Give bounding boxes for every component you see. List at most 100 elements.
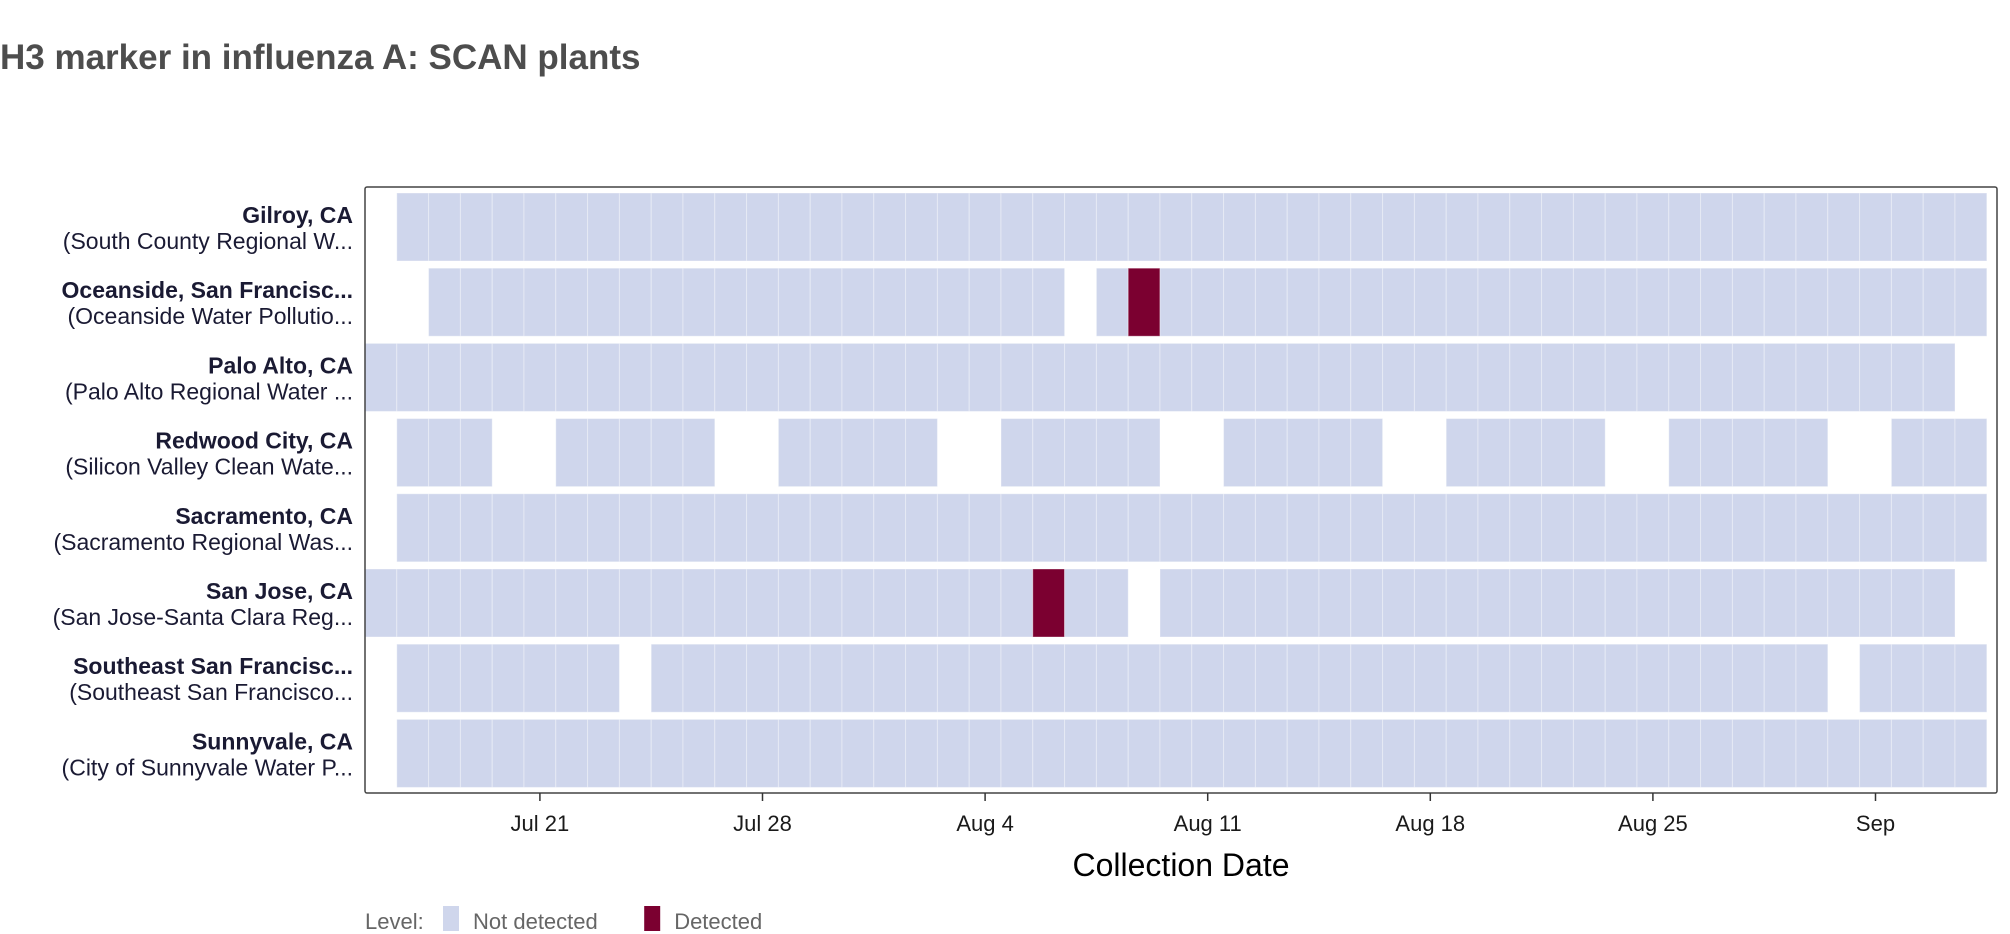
x-axis-title: Collection Date	[1073, 847, 1290, 883]
cell-not-detected	[1223, 342, 1256, 412]
cell-not-detected	[1890, 493, 1924, 563]
cell-not-detected	[1668, 643, 1702, 713]
cell-not-detected	[428, 643, 461, 713]
cell-not-detected	[1795, 342, 1829, 412]
heatmap-cells	[364, 192, 1988, 788]
cell-not-detected	[682, 568, 716, 638]
cell-not-detected	[459, 643, 493, 713]
cell-not-detected	[555, 493, 589, 563]
cell-not-detected	[1668, 267, 1702, 337]
cell-not-detected	[1159, 342, 1193, 412]
cell-not-detected	[936, 267, 970, 337]
cell-not-detected	[1795, 718, 1829, 788]
cell-not-detected	[1668, 192, 1702, 262]
cell-not-detected	[1668, 418, 1702, 488]
cell-not-detected	[1636, 568, 1670, 638]
cell-not-detected	[618, 267, 652, 337]
cell-not-detected	[1477, 267, 1511, 337]
x-axis: Jul 21 Jul 28 Aug 4 Aug 11 Aug 18 Aug 25 Sep	[511, 793, 1895, 836]
cell-not-detected	[1064, 192, 1097, 262]
cell-not-detected	[587, 342, 620, 412]
cell-not-detected	[1477, 718, 1511, 788]
cell-not-detected	[1700, 493, 1733, 563]
cell-not-detected	[905, 568, 938, 638]
cell-not-detected	[1191, 643, 1225, 713]
cell-not-detected	[555, 192, 589, 262]
cell-not-detected	[459, 192, 493, 262]
cell-not-detected	[396, 643, 430, 713]
cell-not-detected	[523, 192, 557, 262]
cell-not-detected	[459, 418, 493, 488]
cell-not-detected	[1763, 342, 1797, 412]
cell-not-detected	[1350, 192, 1384, 262]
cell-not-detected	[1572, 418, 1606, 488]
cell-not-detected	[1318, 643, 1352, 713]
cell-not-detected	[1445, 568, 1479, 638]
cell-not-detected	[682, 643, 716, 713]
cell-not-detected	[459, 267, 493, 337]
cell-not-detected	[1541, 342, 1574, 412]
cell-not-detected	[1763, 718, 1797, 788]
cell-not-detected	[1795, 418, 1829, 488]
cell-not-detected	[1191, 568, 1225, 638]
cell-not-detected	[1954, 718, 1988, 788]
cell-not-detected	[968, 718, 1002, 788]
cell-not-detected	[1223, 267, 1256, 337]
cell-not-detected	[809, 493, 843, 563]
cell-not-detected	[1827, 342, 1861, 412]
row-label-plant: (Sacramento Regional Was...	[53, 529, 353, 555]
cell-not-detected	[587, 192, 620, 262]
cell-not-detected	[1795, 267, 1829, 337]
cell-not-detected	[1127, 192, 1161, 262]
cell-not-detected	[1413, 568, 1447, 638]
cell-not-detected	[841, 718, 875, 788]
cell-not-detected	[1095, 718, 1129, 788]
cell-not-detected	[1064, 342, 1097, 412]
cell-not-detected	[777, 568, 811, 638]
cell-not-detected	[809, 267, 843, 337]
cell-not-detected	[714, 493, 748, 563]
cell-not-detected	[1636, 718, 1670, 788]
cell-not-detected	[1191, 192, 1225, 262]
cell-not-detected	[428, 718, 461, 788]
cell-not-detected	[1827, 267, 1861, 337]
cell-not-detected	[1445, 267, 1479, 337]
cell-not-detected	[1127, 718, 1161, 788]
cell-not-detected	[714, 342, 748, 412]
cell-not-detected	[618, 568, 652, 638]
cell-not-detected	[1572, 718, 1606, 788]
cell-not-detected	[396, 718, 430, 788]
row-label-plant: (Southeast San Francisco...	[69, 679, 353, 705]
cell-not-detected	[1254, 493, 1288, 563]
cell-not-detected	[1954, 267, 1988, 337]
cell-not-detected	[714, 192, 748, 262]
cell-not-detected	[905, 493, 938, 563]
cell-not-detected	[1064, 643, 1097, 713]
cell-not-detected	[618, 493, 652, 563]
cell-not-detected	[1413, 267, 1447, 337]
cell-not-detected	[1636, 192, 1670, 262]
cell-not-detected	[1032, 418, 1066, 488]
cell-not-detected	[396, 342, 430, 412]
cell-not-detected	[1572, 192, 1606, 262]
cell-not-detected	[1509, 192, 1543, 262]
cell-not-detected	[1032, 192, 1066, 262]
cell-not-detected	[650, 267, 684, 337]
cell-not-detected	[777, 192, 811, 262]
cell-not-detected	[1859, 342, 1892, 412]
row-labels: Gilroy, CA(South County Regional W... Oce…	[53, 202, 353, 780]
cell-not-detected	[1922, 192, 1956, 262]
row-label-name: Redwood City, CA	[155, 428, 353, 454]
cell-not-detected	[714, 568, 748, 638]
cell-not-detected	[1922, 267, 1956, 337]
cell-not-detected	[746, 342, 779, 412]
cell-not-detected	[873, 192, 907, 262]
cell-not-detected	[1350, 267, 1384, 337]
row-label-name: Oceanside, San Francisc...	[62, 277, 353, 303]
cell-not-detected	[1572, 643, 1606, 713]
cell-not-detected	[1032, 267, 1066, 337]
cell-not-detected	[682, 718, 716, 788]
cell-not-detected	[1572, 493, 1606, 563]
cell-not-detected	[1890, 192, 1924, 262]
x-tick-label: Jul 21	[511, 811, 570, 836]
